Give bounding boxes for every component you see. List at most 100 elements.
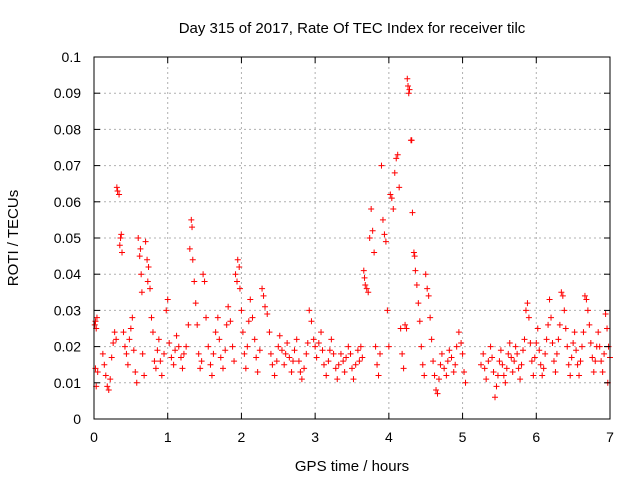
data-point bbox=[601, 350, 608, 357]
data-point bbox=[379, 216, 386, 223]
data-point bbox=[525, 314, 532, 321]
data-point bbox=[573, 347, 580, 354]
data-point bbox=[99, 350, 106, 357]
data-point bbox=[291, 347, 298, 354]
y-tick-label: 0.04 bbox=[54, 266, 81, 282]
data-point bbox=[590, 368, 597, 375]
data-point bbox=[393, 155, 400, 162]
data-point bbox=[281, 361, 288, 368]
data-point bbox=[527, 339, 534, 346]
data-point bbox=[110, 339, 117, 346]
data-point bbox=[308, 318, 315, 325]
data-point bbox=[124, 361, 131, 368]
data-point bbox=[267, 350, 274, 357]
data-point bbox=[384, 307, 391, 314]
data-point bbox=[452, 361, 459, 368]
data-point bbox=[514, 350, 521, 357]
data-point bbox=[362, 282, 369, 289]
data-point bbox=[381, 231, 388, 238]
data-point bbox=[205, 343, 212, 350]
data-point bbox=[144, 256, 151, 263]
data-point bbox=[136, 253, 143, 260]
data-point bbox=[361, 274, 368, 281]
data-point bbox=[328, 336, 335, 343]
x-tick-label: 5 bbox=[459, 429, 467, 445]
data-point bbox=[428, 336, 435, 343]
data-point bbox=[129, 314, 136, 321]
data-point bbox=[337, 350, 344, 357]
data-point bbox=[269, 361, 276, 368]
data-point bbox=[559, 292, 566, 299]
data-point bbox=[365, 289, 372, 296]
data-point bbox=[214, 314, 221, 321]
data-point bbox=[496, 358, 503, 365]
data-point bbox=[223, 321, 230, 328]
data-point bbox=[234, 256, 241, 263]
data-point bbox=[391, 169, 398, 176]
data-point bbox=[123, 350, 130, 357]
data-point bbox=[363, 285, 370, 292]
data-point bbox=[410, 249, 417, 256]
data-point bbox=[550, 358, 557, 365]
data-point bbox=[448, 354, 455, 361]
data-point bbox=[201, 278, 208, 285]
data-point bbox=[318, 329, 325, 336]
data-point bbox=[197, 365, 204, 372]
data-point bbox=[533, 339, 540, 346]
points-layer bbox=[91, 75, 613, 401]
data-point bbox=[138, 289, 145, 296]
data-point bbox=[586, 321, 593, 328]
data-point bbox=[170, 361, 177, 368]
data-point bbox=[396, 184, 403, 191]
data-point bbox=[335, 361, 342, 368]
data-point bbox=[406, 86, 413, 93]
data-point bbox=[310, 336, 317, 343]
data-point bbox=[189, 256, 196, 263]
data-point bbox=[368, 206, 375, 213]
data-point bbox=[343, 354, 350, 361]
data-point bbox=[229, 343, 236, 350]
data-point bbox=[198, 358, 205, 365]
data-point bbox=[104, 383, 111, 390]
data-point bbox=[152, 365, 159, 372]
data-point bbox=[568, 354, 575, 361]
data-point bbox=[352, 361, 359, 368]
data-point bbox=[173, 332, 180, 339]
data-point bbox=[354, 347, 361, 354]
data-point bbox=[350, 376, 357, 383]
data-point bbox=[113, 336, 120, 343]
data-point bbox=[372, 343, 379, 350]
data-point bbox=[405, 90, 412, 97]
data-point bbox=[515, 365, 522, 372]
x-tick-label: 7 bbox=[606, 429, 614, 445]
data-point bbox=[127, 325, 134, 332]
data-point bbox=[245, 318, 252, 325]
data-point bbox=[163, 307, 170, 314]
data-point bbox=[549, 339, 556, 346]
data-point bbox=[437, 361, 444, 368]
data-point bbox=[332, 365, 339, 372]
data-point bbox=[303, 350, 310, 357]
data-point bbox=[117, 235, 124, 241]
data-point bbox=[111, 329, 118, 336]
data-point bbox=[195, 350, 202, 357]
data-point bbox=[253, 354, 260, 361]
x-axis-label: GPS time / hours bbox=[295, 458, 409, 475]
data-point bbox=[186, 245, 193, 252]
data-point bbox=[397, 325, 404, 332]
grid-layer bbox=[94, 57, 610, 419]
data-point bbox=[306, 307, 313, 314]
data-point bbox=[172, 347, 179, 354]
data-point bbox=[390, 206, 397, 213]
data-point bbox=[512, 343, 519, 350]
data-point bbox=[189, 224, 196, 231]
data-point bbox=[602, 311, 609, 318]
data-point bbox=[208, 372, 215, 379]
data-point bbox=[576, 372, 583, 379]
data-point bbox=[132, 368, 139, 375]
data-point bbox=[543, 336, 550, 343]
data-point bbox=[148, 314, 155, 321]
data-point bbox=[562, 325, 569, 332]
data-point bbox=[94, 368, 101, 375]
